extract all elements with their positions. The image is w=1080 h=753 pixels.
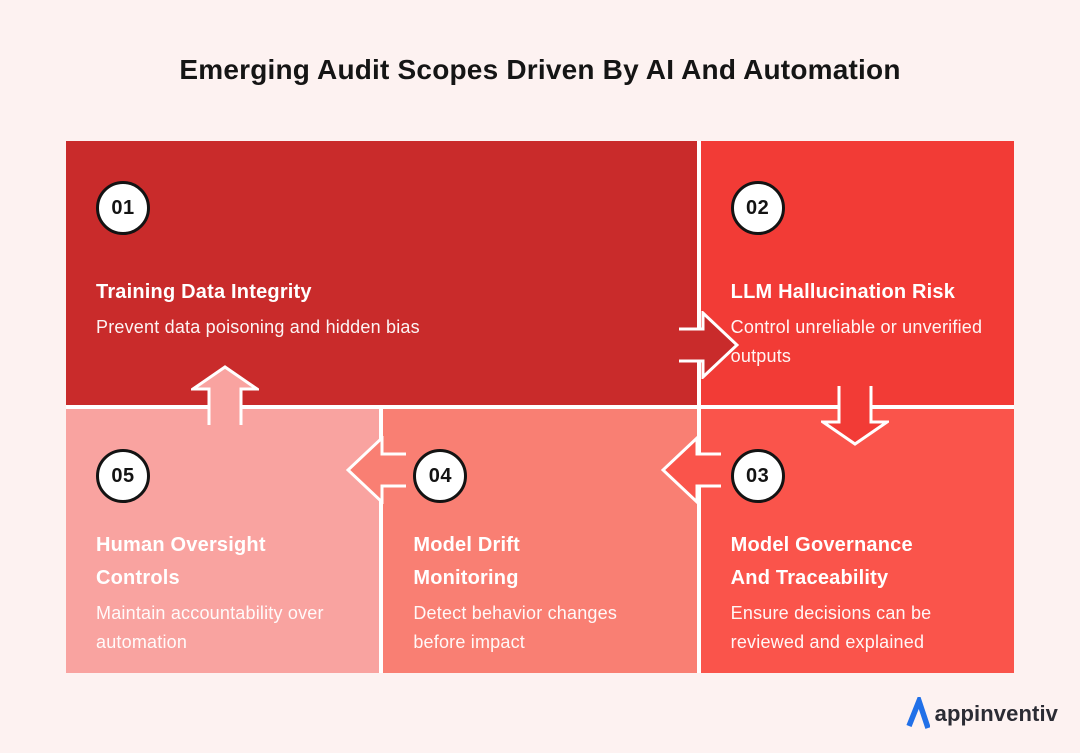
block-description: Detect behavior changes before impact (413, 603, 618, 652)
step-number-badge: 03 (730, 449, 785, 503)
logo-text: appinventiv (934, 700, 1058, 726)
block-title: Training Data Integrity (96, 281, 312, 303)
block-model-drift-monitoring: 04 Model Drift Monitoring Detect behavio… (383, 409, 697, 673)
block-llm-hallucination-risk: 02 LLM Hallucination Risk Control unreli… (700, 141, 1014, 405)
block-model-governance-traceability: 03 Model Governance And Traceability Ens… (700, 409, 1014, 673)
block-description: Prevent data poisoning and hidden bias (96, 317, 420, 337)
page-title: Emerging Audit Scopes Driven By AI And A… (179, 54, 901, 85)
block-title: LLM Hallucination Risk (730, 281, 956, 303)
block-description: Maintain accountability over automation (96, 603, 324, 652)
block-title: Model Drift Monitoring (413, 534, 520, 589)
appinventiv-triangle-icon (906, 697, 930, 729)
step-number-badge: 01 (96, 181, 150, 235)
block-title: Human Oversight Controls (96, 534, 266, 589)
block-training-data-integrity: 01 Training Data Integrity Prevent data … (66, 141, 697, 405)
blocks-grid: 01 Training Data Integrity Prevent data … (66, 141, 1014, 673)
step-number-badge: 02 (730, 181, 785, 235)
step-number-badge: 04 (413, 449, 468, 503)
block-description: Control unreliable or unverified outputs (730, 317, 983, 366)
block-human-oversight-controls: 05 Human Oversight Controls Maintain acc… (66, 409, 380, 673)
appinventiv-logo: appinventiv (906, 697, 1058, 730)
step-number-badge: 05 (96, 449, 150, 503)
block-description: Ensure decisions can be reviewed and exp… (730, 603, 932, 652)
block-title: Model Governance And Traceability (730, 534, 913, 589)
